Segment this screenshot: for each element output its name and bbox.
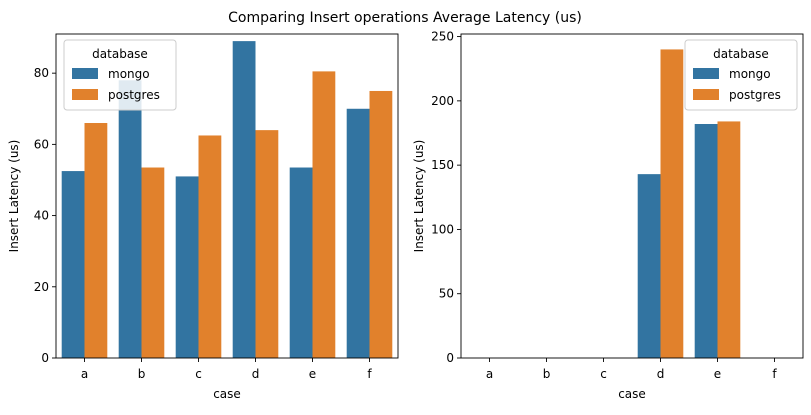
x-tick-label: d <box>657 367 665 381</box>
y-tick-label: 250 <box>431 30 454 44</box>
x-tick-label: c <box>195 367 202 381</box>
x-tick-label: d <box>252 367 260 381</box>
legend-swatch-mongo <box>72 68 98 79</box>
legend-title: database <box>713 47 769 61</box>
bar-postgres-e <box>312 71 336 358</box>
y-tick-label: 150 <box>431 158 454 172</box>
axes-frame <box>55 33 399 359</box>
legend-swatch-mongo <box>693 68 719 79</box>
bar-postgres-e <box>717 121 741 358</box>
legend: database mongo postgres <box>684 39 798 111</box>
y-tick-label: 200 <box>431 94 454 108</box>
x-tick-label: f <box>367 367 372 381</box>
y-tick-label: 50 <box>439 287 454 301</box>
x-tick-label: e <box>309 367 316 381</box>
bar-mongo-c <box>175 176 199 358</box>
x-tick-label: c <box>600 367 607 381</box>
y-tick-label: 80 <box>34 66 49 80</box>
y-tick-label: 0 <box>41 351 49 365</box>
legend-label-mongo: mongo <box>108 67 150 81</box>
figure-title: Comparing Insert operations Average Late… <box>228 10 582 26</box>
bar-postgres-d <box>660 49 684 359</box>
legend-title: database <box>92 47 148 61</box>
legend-swatch-postgres <box>72 89 98 100</box>
y-axis-label: Insert Latency (us) <box>412 140 426 253</box>
x-tick-label: a <box>81 367 88 381</box>
y-tick-label: 20 <box>34 280 49 294</box>
x-tick-label: b <box>138 367 146 381</box>
bar-postgres-b <box>141 167 165 358</box>
bar-mongo-a <box>61 171 85 358</box>
chart-panel-1: 0 20 40 60 80 a b c d e f case Insert Latency (us) da… <box>7 33 399 401</box>
bar-postgres-a <box>84 123 108 358</box>
bar-mongo-e <box>289 167 313 358</box>
bar-postgres-d <box>255 130 279 358</box>
chart-panel-2: 0 50 100 150 200 250 a b c d e f case Insert Latency … <box>412 30 804 401</box>
bar-mongo-d <box>232 41 256 358</box>
y-tick-label: 60 <box>34 137 49 151</box>
bar-mongo-d <box>637 174 661 358</box>
legend-label-mongo: mongo <box>729 67 771 81</box>
bar-postgres-c <box>198 135 222 358</box>
axes-frame <box>460 33 804 359</box>
legend-swatch-postgres <box>693 89 719 100</box>
y-tick-label: 40 <box>34 209 49 223</box>
bar-mongo-e <box>694 124 718 358</box>
bar-mongo-f <box>346 108 370 359</box>
legend: database mongo postgres <box>63 39 177 111</box>
x-tick-label: b <box>543 367 551 381</box>
x-axis-label: case <box>618 387 646 401</box>
bar-postgres-f <box>369 90 393 358</box>
x-tick-label: a <box>486 367 493 381</box>
x-tick-label: f <box>772 367 777 381</box>
y-tick-label: 100 <box>431 222 454 236</box>
legend-label-postgres: postgres <box>108 88 160 102</box>
bar-mongo-b <box>118 80 142 359</box>
x-axis-label: case <box>213 387 241 401</box>
y-axis-label: Insert Latency (us) <box>7 140 21 253</box>
x-tick-label: e <box>714 367 721 381</box>
y-tick-label: 0 <box>446 351 454 365</box>
legend-label-postgres: postgres <box>729 88 781 102</box>
